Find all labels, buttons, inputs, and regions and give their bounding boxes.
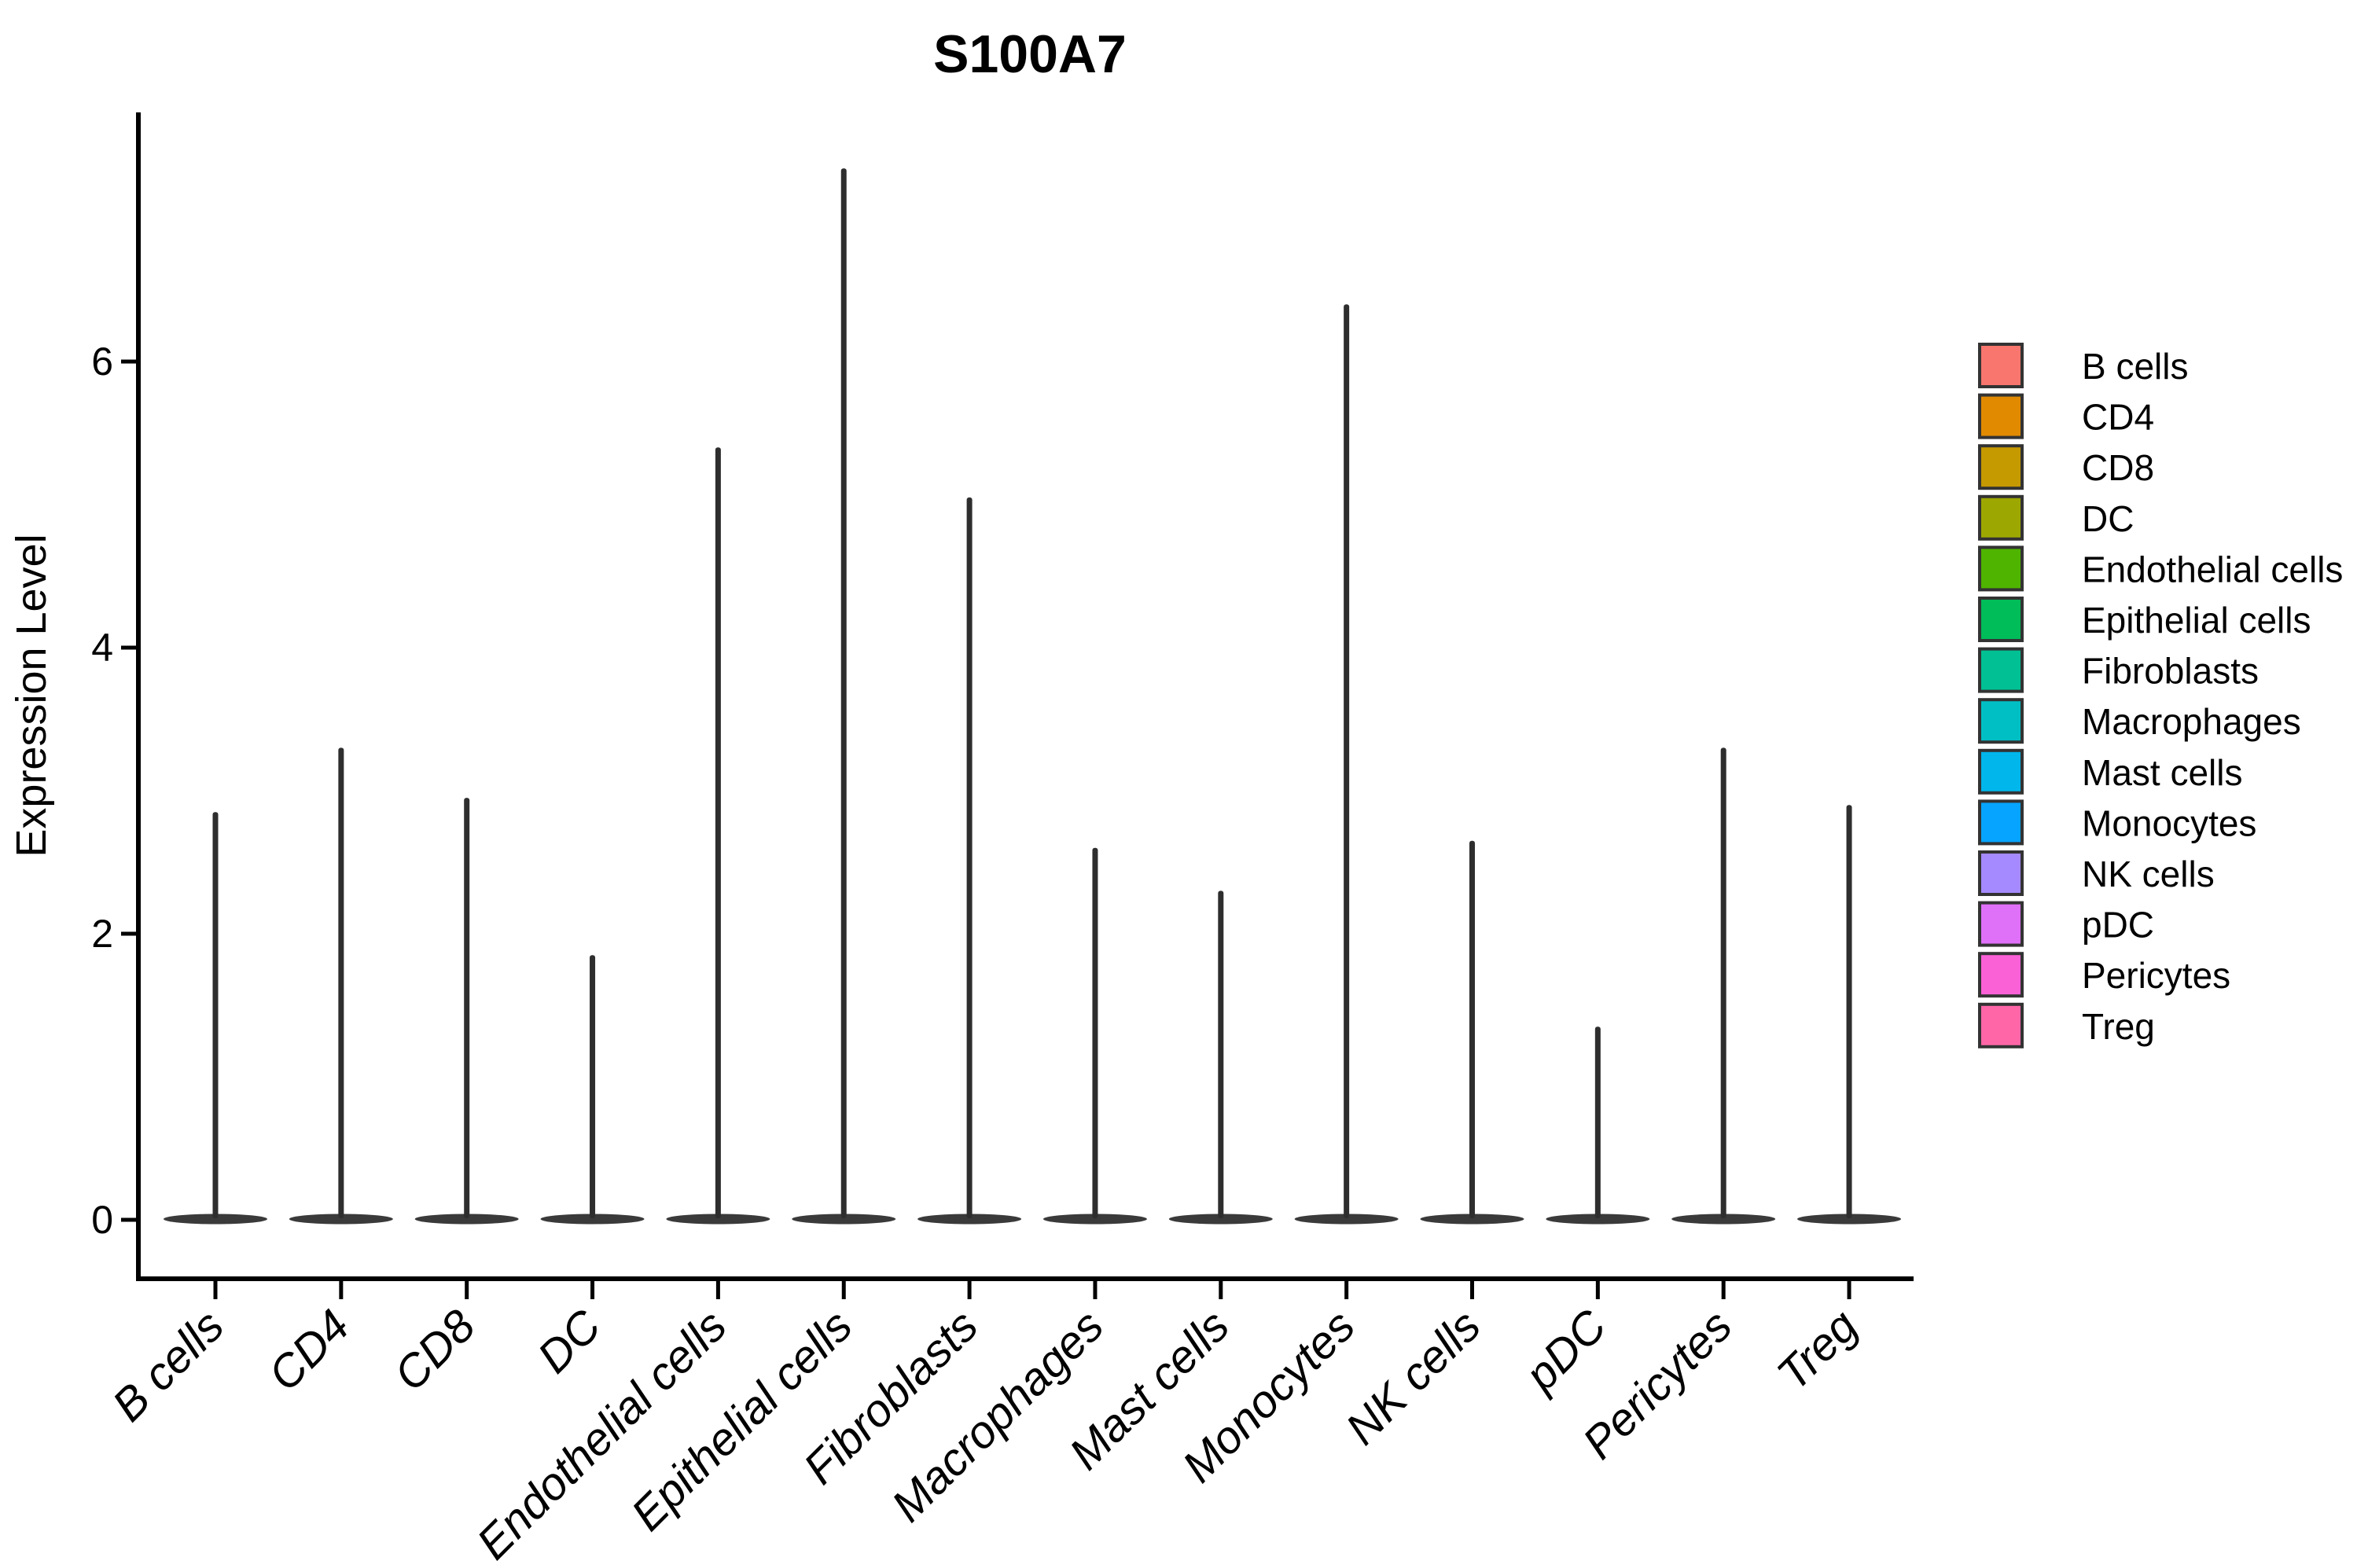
violin-base-nk-cells	[1420, 1214, 1524, 1225]
legend-key-macrophages	[1978, 698, 2024, 744]
y-tick-label: 2	[91, 912, 113, 956]
x-tick-label-cd8: CD8	[384, 1300, 485, 1401]
legend-label-nk-cells: NK cells	[2082, 854, 2215, 894]
legend-label-monocytes: Monocytes	[2082, 802, 2256, 843]
legend-key-dc	[1978, 494, 2024, 541]
x-tick-label-pdc: pDC	[1514, 1299, 1616, 1401]
violin-base-endothelial-cells	[666, 1214, 770, 1225]
legend-label-mast-cells: Mast cells	[2082, 752, 2242, 793]
legend-key-epithelial-cells	[1978, 597, 2024, 642]
legend-label-pericytes: Pericytes	[2082, 955, 2230, 996]
violin-base-pericytes	[1671, 1214, 1776, 1225]
violin-spike-treg	[1846, 805, 1852, 1218]
violin-spike-monocytes	[1344, 304, 1350, 1219]
x-tick-label-epithelial-cells: Epithelial cells	[622, 1300, 862, 1540]
y-tick-label: 0	[91, 1198, 113, 1242]
violin-base-epithelial-cells	[792, 1214, 896, 1225]
legend-label-b-cells: B cells	[2082, 346, 2188, 387]
violin-base-fibroblasts	[917, 1214, 1022, 1225]
violin-base-cd4	[289, 1214, 393, 1225]
violin-spike-pdc	[1594, 1026, 1601, 1218]
legend-key-cd8	[1978, 444, 2024, 490]
violin-spike-cd4	[338, 747, 344, 1218]
y-axis-title: Expression Level	[8, 534, 55, 857]
violin-spike-nk-cells	[1469, 840, 1475, 1218]
y-tick-label: 6	[91, 340, 113, 384]
violin-spike-cd8	[464, 798, 470, 1218]
violin-base-pdc	[1546, 1214, 1650, 1225]
violin-base-treg	[1797, 1214, 1902, 1225]
x-tick-label-dc: DC	[528, 1299, 612, 1383]
x-tick-label-treg: Treg	[1767, 1300, 1867, 1400]
violin-base-b-cells	[164, 1214, 267, 1225]
x-tick-label-b-cells: B cells	[102, 1300, 233, 1431]
violin-base-monocytes	[1294, 1214, 1399, 1225]
violin-base-dc	[540, 1214, 645, 1225]
violin-spike-dc	[590, 955, 596, 1218]
legend-label-endothelial-cells: Endothelial cells	[2082, 549, 2343, 589]
legend-key-cd4	[1978, 393, 2024, 439]
violin-spike-pericytes	[1720, 747, 1726, 1218]
legend-key-b-cells	[1978, 343, 2024, 388]
violin-base-cd8	[414, 1214, 519, 1225]
violin-spike-mast-cells	[1218, 890, 1224, 1218]
chart-title: S100A7	[933, 24, 1127, 84]
legend-label-cd8: CD8	[2082, 447, 2154, 488]
legend-key-treg	[1978, 1002, 2024, 1048]
x-tick-label-nk-cells: NK cells	[1336, 1300, 1490, 1454]
legend-key-mast-cells	[1978, 748, 2024, 795]
legend-label-pdc: pDC	[2082, 905, 2154, 946]
legend-label-macrophages: Macrophages	[2082, 701, 2301, 742]
legend-key-pdc	[1978, 901, 2024, 947]
legend-key-endothelial-cells	[1978, 545, 2024, 592]
violin-base-mast-cells	[1168, 1214, 1273, 1225]
legend-key-pericytes	[1978, 952, 2024, 998]
violin-base-macrophages	[1042, 1214, 1147, 1225]
legend-key-nk-cells	[1978, 850, 2024, 896]
legend-key-monocytes	[1978, 799, 2024, 846]
legend-label-fibroblasts: Fibroblasts	[2082, 651, 2259, 692]
violin-spike-endothelial-cells	[715, 447, 721, 1218]
violin-spike-epithelial-cells	[840, 168, 847, 1218]
legend-label-cd4: CD4	[2082, 397, 2154, 438]
legend-label-treg: Treg	[2082, 1006, 2155, 1047]
violin-spike-macrophages	[1092, 847, 1098, 1218]
legend-label-dc: DC	[2082, 498, 2134, 539]
y-tick-label: 4	[91, 626, 113, 670]
legend-key-fibroblasts	[1978, 647, 2024, 693]
x-tick-label-cd4: CD4	[259, 1300, 359, 1401]
violin-spike-fibroblasts	[966, 497, 973, 1218]
violin-spike-b-cells	[212, 812, 219, 1218]
legend-label-epithelial-cells: Epithelial cells	[2082, 600, 2311, 641]
